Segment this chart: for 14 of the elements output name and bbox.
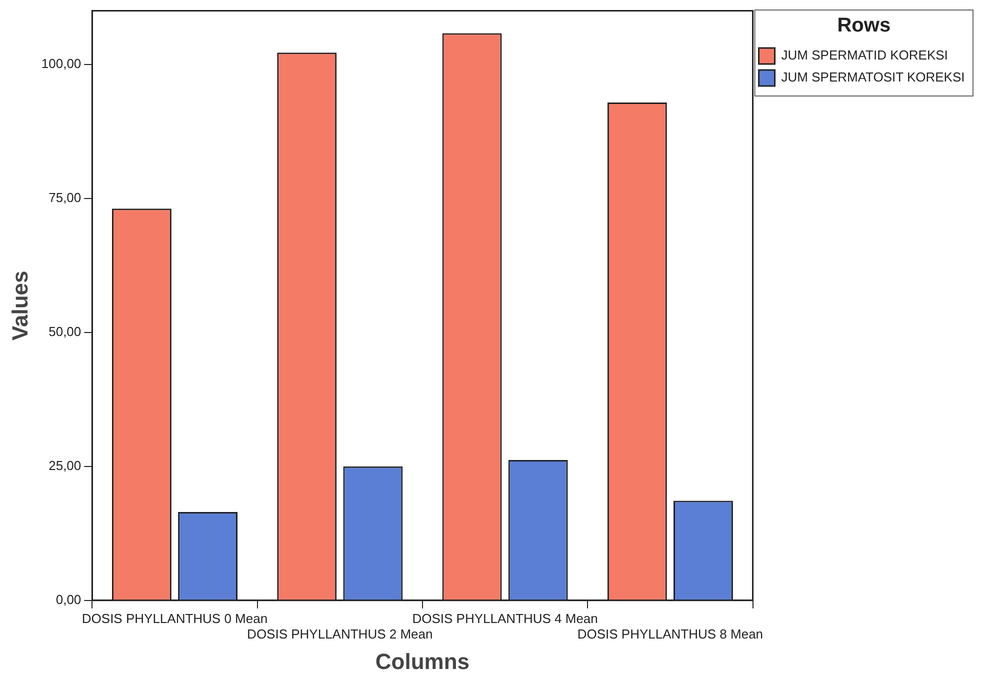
x-tick-label: DOSIS PHYLLANTHUS 4 Mean (412, 610, 598, 626)
x-tick-label: DOSIS PHYLLANTHUS 0 Mean (82, 610, 268, 626)
y-tick-label: 0,00 (56, 592, 82, 607)
legend-title: Rows (837, 14, 891, 37)
y-tick-label: 25,00 (48, 458, 82, 473)
legend-label: JUM SPERMATOSIT KOREKSI (781, 70, 965, 85)
x-axis-title: Columns (375, 648, 470, 674)
y-tick-label: 75,00 (48, 190, 82, 205)
x-tick-label: DOSIS PHYLLANTHUS 2 Mean (247, 626, 433, 642)
y-tick-label: 50,00 (48, 324, 82, 339)
legend-label: JUM SPERMATID KOREKSI (781, 48, 948, 63)
y-axis-title: Values (7, 270, 32, 340)
x-tick-label: DOSIS PHYLLANTHUS 8 Mean (577, 626, 764, 642)
y-tick-label: 100,00 (41, 56, 82, 71)
